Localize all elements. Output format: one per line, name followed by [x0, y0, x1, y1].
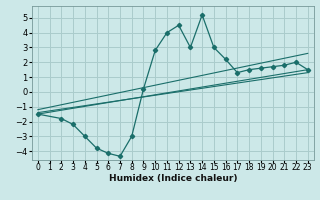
X-axis label: Humidex (Indice chaleur): Humidex (Indice chaleur): [108, 174, 237, 183]
